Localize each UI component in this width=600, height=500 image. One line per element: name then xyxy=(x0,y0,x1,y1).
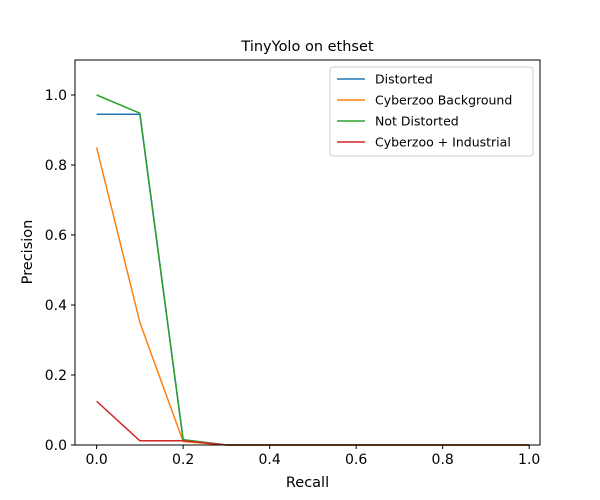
x-tick-label: 1.0 xyxy=(518,452,540,468)
x-axis-ticks: 0.0 0.2 0.4 0.6 0.8 1.0 xyxy=(85,445,540,468)
x-tick-label: 0.4 xyxy=(259,452,281,468)
legend-label-1: Cyberzoo Background xyxy=(375,93,512,108)
y-axis-ticks: 0.0 0.2 0.4 0.6 0.8 1.0 xyxy=(45,88,75,454)
x-tick-label: 0.2 xyxy=(172,452,194,468)
y-tick-label: 0.2 xyxy=(45,368,67,384)
chart-title: TinyYolo on ethset xyxy=(240,39,373,55)
series-line-1 xyxy=(95,147,530,446)
x-tick-label: 0.0 xyxy=(85,452,107,468)
x-tick-label: 0.6 xyxy=(345,452,367,468)
y-tick-label: 0.6 xyxy=(45,228,67,244)
y-tick-label: 0.8 xyxy=(45,158,67,174)
series-line-3 xyxy=(96,400,530,446)
y-tick-label: 0.4 xyxy=(45,298,67,314)
x-tick-label: 0.8 xyxy=(432,452,454,468)
y-tick-label: 1.0 xyxy=(45,88,67,104)
legend: Distorted Cyberzoo Background Not Distorte… xyxy=(329,66,534,157)
legend-label-2: Not Distorted xyxy=(375,114,459,129)
legend-box xyxy=(329,66,534,157)
x-axis-label: Recall xyxy=(286,475,329,491)
y-axis-label: Precision xyxy=(20,220,36,285)
legend-label-0: Distorted xyxy=(375,72,433,87)
legend-label-3: Cyberzoo + Industrial xyxy=(375,135,511,150)
plot-frame xyxy=(74,59,541,446)
y-tick-label: 0.0 xyxy=(45,438,67,454)
